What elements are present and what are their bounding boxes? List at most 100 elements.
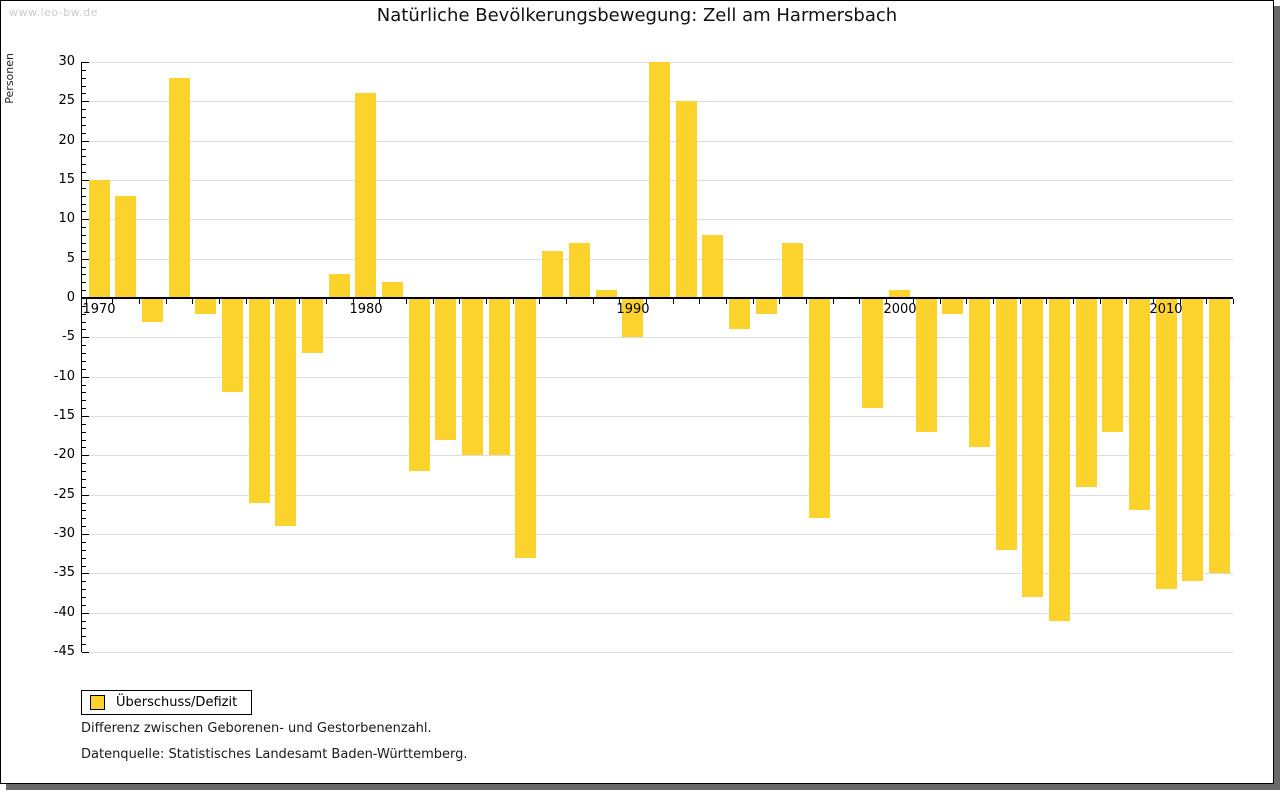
x-tick (513, 299, 514, 304)
y-tick (82, 93, 86, 94)
y-tick (82, 86, 86, 87)
y-tick (82, 471, 86, 472)
y-tick (82, 149, 86, 150)
y-axis-line (81, 62, 82, 652)
bar-1999 (862, 298, 883, 408)
y-tick-label: -30 (53, 526, 75, 541)
x-tick (1073, 299, 1074, 304)
bar-2002 (942, 298, 963, 314)
y-tick (82, 282, 86, 283)
x-tick-label: 1990 (616, 302, 650, 317)
y-tick-label: -45 (53, 644, 75, 659)
x-tick (326, 299, 327, 304)
bar-2005 (1022, 298, 1043, 597)
y-tick (82, 101, 89, 102)
y-tick (82, 542, 86, 543)
y-tick (82, 259, 89, 260)
y-tick (82, 180, 89, 181)
y-tick-label: -25 (53, 487, 75, 502)
y-tick (82, 566, 86, 567)
y-tick-label: 25 (58, 93, 75, 108)
x-tick-label: 2000 (883, 302, 917, 317)
x-tick (246, 299, 247, 304)
y-tick (82, 573, 89, 574)
bar-2000 (889, 290, 910, 298)
y-tick (82, 495, 89, 496)
x-tick (566, 299, 567, 304)
gridline (81, 613, 1233, 614)
x-tick (299, 299, 300, 304)
y-tick (82, 322, 86, 323)
bar-2009 (1129, 298, 1150, 510)
bar-2011 (1182, 298, 1203, 581)
y-tick (82, 227, 86, 228)
bar-2006 (1049, 298, 1070, 621)
y-tick (82, 353, 86, 354)
x-tick-label: 2010 (1149, 302, 1183, 317)
x-tick (1153, 299, 1154, 304)
y-tick (82, 361, 86, 362)
bar-1991 (649, 62, 670, 298)
chart-title: Natürliche Bevölkerungsbewegung: Zell am… (376, 5, 898, 26)
x-tick (1206, 299, 1207, 304)
bar-1981 (382, 282, 403, 298)
x-tick (966, 299, 967, 304)
x-tick (112, 299, 113, 304)
x-tick (859, 299, 860, 304)
y-tick-label: 15 (58, 172, 75, 187)
bar-1978 (302, 298, 323, 353)
gridline (81, 455, 1233, 456)
y-tick (82, 550, 86, 551)
y-tick (82, 392, 86, 393)
y-tick (82, 196, 86, 197)
y-tick (82, 62, 89, 63)
x-tick (1180, 299, 1181, 304)
x-tick (913, 299, 914, 304)
bar-1972 (142, 298, 163, 322)
y-tick (82, 156, 86, 157)
y-tick (82, 117, 86, 118)
bar-1983 (435, 298, 456, 440)
y-tick (82, 455, 89, 456)
y-tick (82, 628, 86, 629)
y-tick (82, 644, 86, 645)
y-tick (82, 306, 86, 307)
y-tick-label: -10 (53, 369, 75, 384)
footnote-differenz: Differenz zwischen Geborenen- und Gestor… (81, 721, 432, 736)
y-tick (82, 329, 86, 330)
y-tick-label: 5 (66, 251, 75, 266)
legend: Überschuss/Defizit (81, 690, 253, 715)
x-tick (593, 299, 594, 304)
x-tick (139, 299, 140, 304)
y-tick (82, 290, 86, 291)
y-tick-label: 10 (58, 211, 75, 226)
x-tick (353, 299, 354, 304)
y-tick (82, 487, 86, 488)
y-tick (82, 479, 86, 480)
bar-1985 (489, 298, 510, 455)
x-tick (486, 299, 487, 304)
y-tick (82, 613, 89, 614)
y-tick-label: -5 (62, 329, 75, 344)
y-tick (82, 526, 86, 527)
x-tick (726, 299, 727, 304)
x-tick (753, 299, 754, 304)
y-tick (82, 267, 86, 268)
y-tick (82, 345, 86, 346)
y-tick (82, 385, 86, 386)
bar-1977 (275, 298, 296, 526)
y-tick (82, 172, 86, 173)
bar-2007 (1076, 298, 1097, 487)
bar-2008 (1102, 298, 1123, 432)
x-tick (459, 299, 460, 304)
y-tick (82, 534, 89, 535)
y-tick (82, 447, 86, 448)
legend-swatch-icon (90, 695, 105, 710)
gridline (81, 652, 1233, 653)
y-tick (82, 510, 86, 511)
y-tick (82, 589, 86, 590)
y-tick (82, 188, 86, 189)
y-tick (82, 133, 86, 134)
gridline (81, 416, 1233, 417)
x-tick (1233, 299, 1234, 304)
